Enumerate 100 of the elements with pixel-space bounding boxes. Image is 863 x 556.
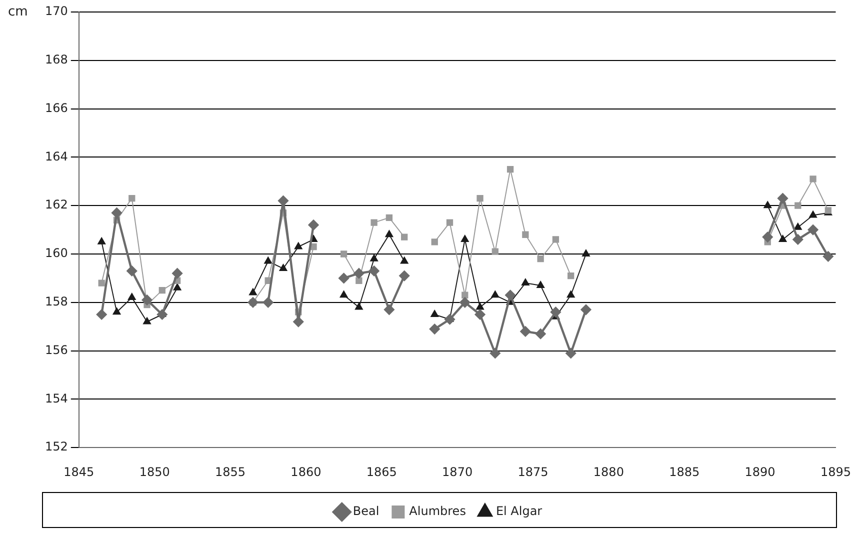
point (98, 237, 106, 244)
y-tick-label: 162 (45, 198, 68, 212)
y-tick-label: 170 (45, 4, 68, 18)
point (112, 208, 122, 218)
point (263, 297, 274, 308)
point (384, 304, 394, 315)
point (566, 348, 576, 358)
point (368, 266, 380, 276)
point (823, 251, 834, 262)
point (492, 248, 498, 255)
x-tick-label: 1845 (64, 464, 94, 479)
point (142, 294, 152, 306)
point (158, 286, 166, 294)
point (399, 270, 410, 281)
point (522, 231, 529, 238)
y-tick-label: 160 (45, 246, 68, 260)
point (537, 256, 544, 262)
point (128, 195, 136, 202)
y-tick-label: 158 (45, 294, 68, 309)
point (476, 302, 484, 310)
y-tick-label: 152 (45, 440, 68, 454)
point (400, 256, 408, 264)
x-tick-label: 1865 (366, 464, 397, 479)
point (430, 324, 440, 334)
point (249, 288, 257, 296)
point (143, 317, 151, 324)
point (386, 214, 393, 222)
point (762, 232, 773, 242)
point (794, 222, 802, 230)
x-tick-label: 1885 (669, 464, 700, 479)
point (430, 310, 439, 317)
point (293, 316, 304, 327)
point (536, 280, 545, 288)
point (279, 264, 288, 272)
point (580, 304, 592, 315)
point (810, 176, 816, 182)
point (173, 283, 182, 290)
point (535, 328, 546, 339)
point (96, 309, 107, 320)
point (172, 268, 182, 278)
point (460, 297, 470, 308)
legend-label: El Algar (496, 504, 542, 518)
point (568, 272, 574, 280)
x-tick-label: 1855 (214, 464, 246, 479)
point (490, 348, 500, 358)
point (778, 193, 788, 204)
point (340, 290, 348, 298)
point (582, 250, 590, 256)
point (476, 195, 484, 202)
x-tick-label: 1860 (290, 464, 322, 479)
point (278, 196, 288, 206)
point (370, 254, 378, 262)
point (294, 242, 302, 250)
x-tick-label: 1895 (820, 464, 852, 479)
point (474, 309, 486, 320)
point (401, 234, 408, 240)
y-tick-label: 166 (45, 100, 68, 115)
point (462, 292, 468, 298)
point (354, 302, 363, 310)
point (792, 234, 803, 245)
y-tick-label: 164 (45, 149, 68, 164)
point (308, 220, 319, 230)
point (520, 326, 531, 337)
point (126, 266, 137, 276)
x-tick-label: 1890 (744, 464, 776, 479)
point (264, 256, 272, 264)
point (385, 230, 394, 238)
point (506, 166, 514, 173)
point (370, 219, 378, 226)
point (552, 236, 560, 243)
legend-label: Alumbres (409, 504, 466, 518)
x-tick-label: 1880 (593, 464, 624, 479)
point (431, 238, 438, 246)
y-tick-label: 168 (45, 52, 68, 67)
x-tick-label: 1850 (139, 464, 170, 479)
point (444, 314, 455, 324)
point (354, 268, 364, 278)
point (157, 309, 168, 320)
point (340, 250, 348, 258)
point (446, 219, 454, 226)
point (566, 290, 575, 298)
point (460, 234, 469, 242)
x-tick-label: 1870 (442, 464, 473, 479)
y-tick-label: 154 (45, 391, 68, 406)
point (112, 308, 121, 315)
point (809, 210, 817, 218)
point (778, 234, 787, 242)
x-tick-label: 1875 (518, 464, 548, 479)
point (808, 224, 818, 235)
point (98, 280, 105, 286)
point (491, 290, 500, 298)
point (505, 290, 516, 300)
point (764, 201, 772, 208)
point (550, 306, 561, 318)
point (356, 277, 362, 284)
y-axis-title: cm (8, 4, 28, 20)
point (794, 202, 802, 209)
point (338, 273, 349, 284)
legend-label: Beal (352, 504, 380, 518)
point (521, 278, 530, 286)
